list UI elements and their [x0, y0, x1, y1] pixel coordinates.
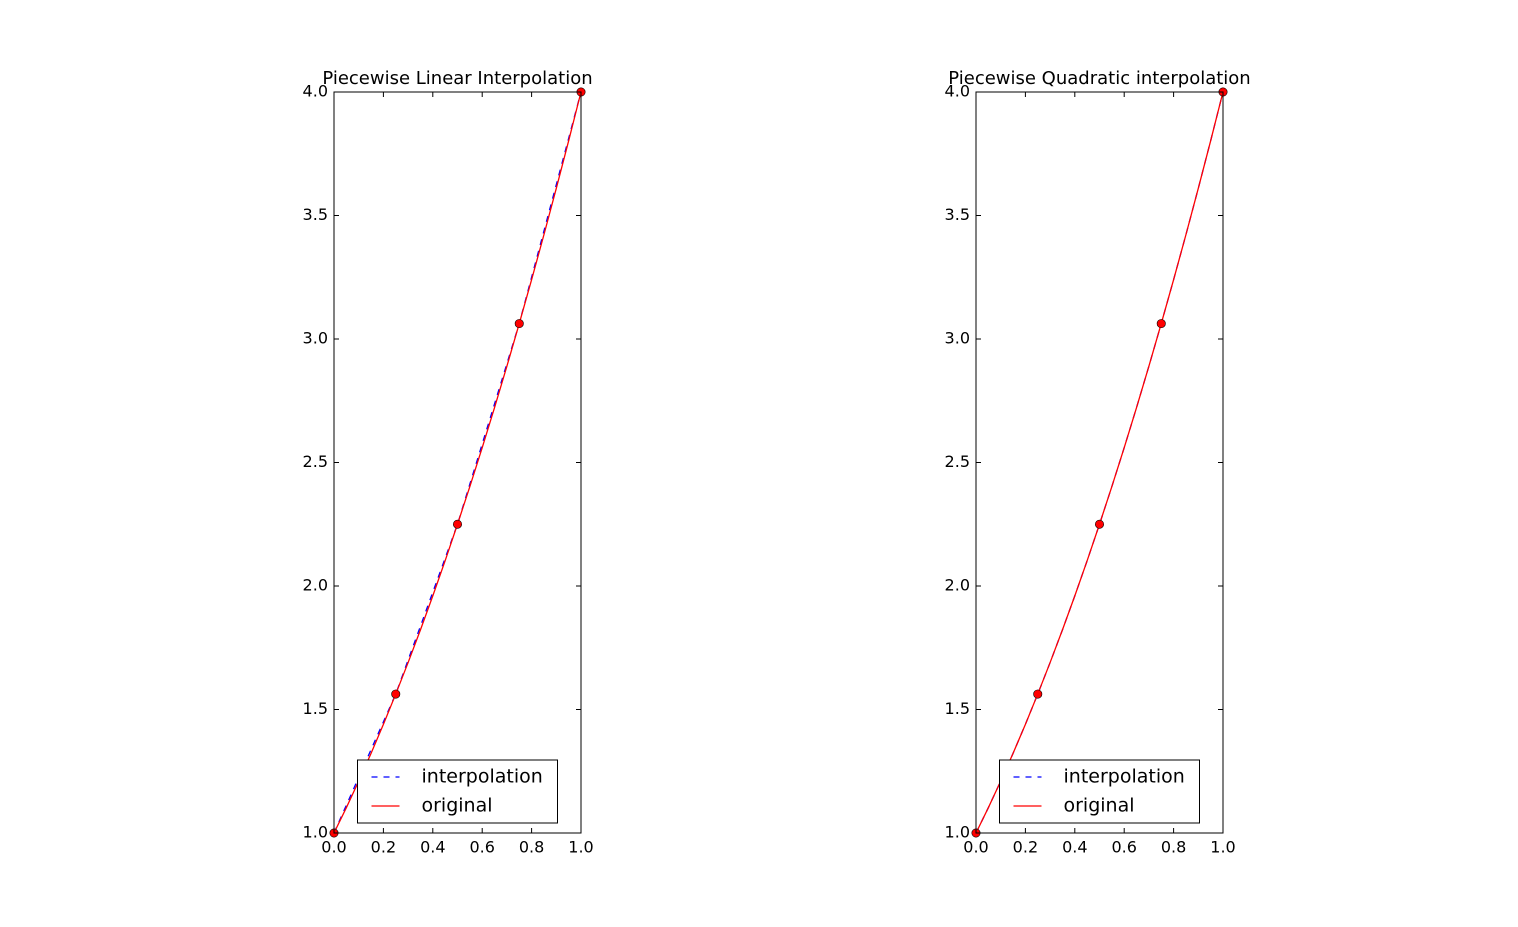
- y-tick-label: 2.0: [303, 576, 328, 595]
- y-tick-label: 1.5: [303, 699, 328, 718]
- x-tick-label: 0.2: [1013, 838, 1038, 857]
- legend-box: [999, 759, 1200, 824]
- x-tick-label: 0.4: [1062, 838, 1087, 857]
- legend-label: original: [1064, 795, 1135, 817]
- y-tick-label: 2.0: [945, 576, 970, 595]
- y-tick-label: 4.0: [303, 82, 328, 101]
- x-tick-label: 0.8: [1161, 838, 1186, 857]
- legend-label: interpolation: [1064, 766, 1185, 788]
- chart-title: Piecewise Quadratic interpolation: [948, 68, 1250, 89]
- x-tick-label: 1.0: [568, 838, 593, 857]
- data-point: [452, 519, 462, 529]
- data-point: [1156, 319, 1166, 329]
- y-tick-label: 4.0: [945, 82, 970, 101]
- x-tick-label: 0.0: [321, 838, 346, 857]
- x-tick-label: 1.0: [1210, 838, 1235, 857]
- data-point: [514, 319, 524, 329]
- legend-box: [357, 759, 558, 824]
- legend-label: original: [422, 795, 493, 817]
- data-point: [1033, 689, 1043, 699]
- axes-background: [334, 92, 581, 833]
- chart-title: Piecewise Linear Interpolation: [322, 68, 592, 89]
- axes-background: [976, 92, 1223, 833]
- series-line: [333, 91, 582, 834]
- legend-label: interpolation: [422, 766, 543, 788]
- x-tick-label: 0.8: [519, 838, 544, 857]
- y-tick-label: 3.5: [303, 205, 328, 224]
- y-tick-label: 3.0: [303, 329, 328, 348]
- x-tick-label: 0.0: [963, 838, 988, 857]
- x-tick-label: 0.4: [420, 838, 445, 857]
- x-tick-label: 0.6: [1111, 838, 1136, 857]
- y-tick-label: 1.0: [945, 823, 970, 842]
- y-tick-label: 2.5: [945, 452, 970, 471]
- y-tick-label: 2.5: [303, 452, 328, 471]
- y-tick-label: 3.5: [945, 205, 970, 224]
- data-point: [1095, 519, 1105, 529]
- x-tick-label: 0.2: [371, 838, 396, 857]
- x-tick-label: 0.6: [469, 838, 494, 857]
- y-tick-label: 1.0: [303, 823, 328, 842]
- data-point: [391, 689, 401, 699]
- y-tick-label: 1.5: [945, 699, 970, 718]
- y-tick-label: 3.0: [945, 329, 970, 348]
